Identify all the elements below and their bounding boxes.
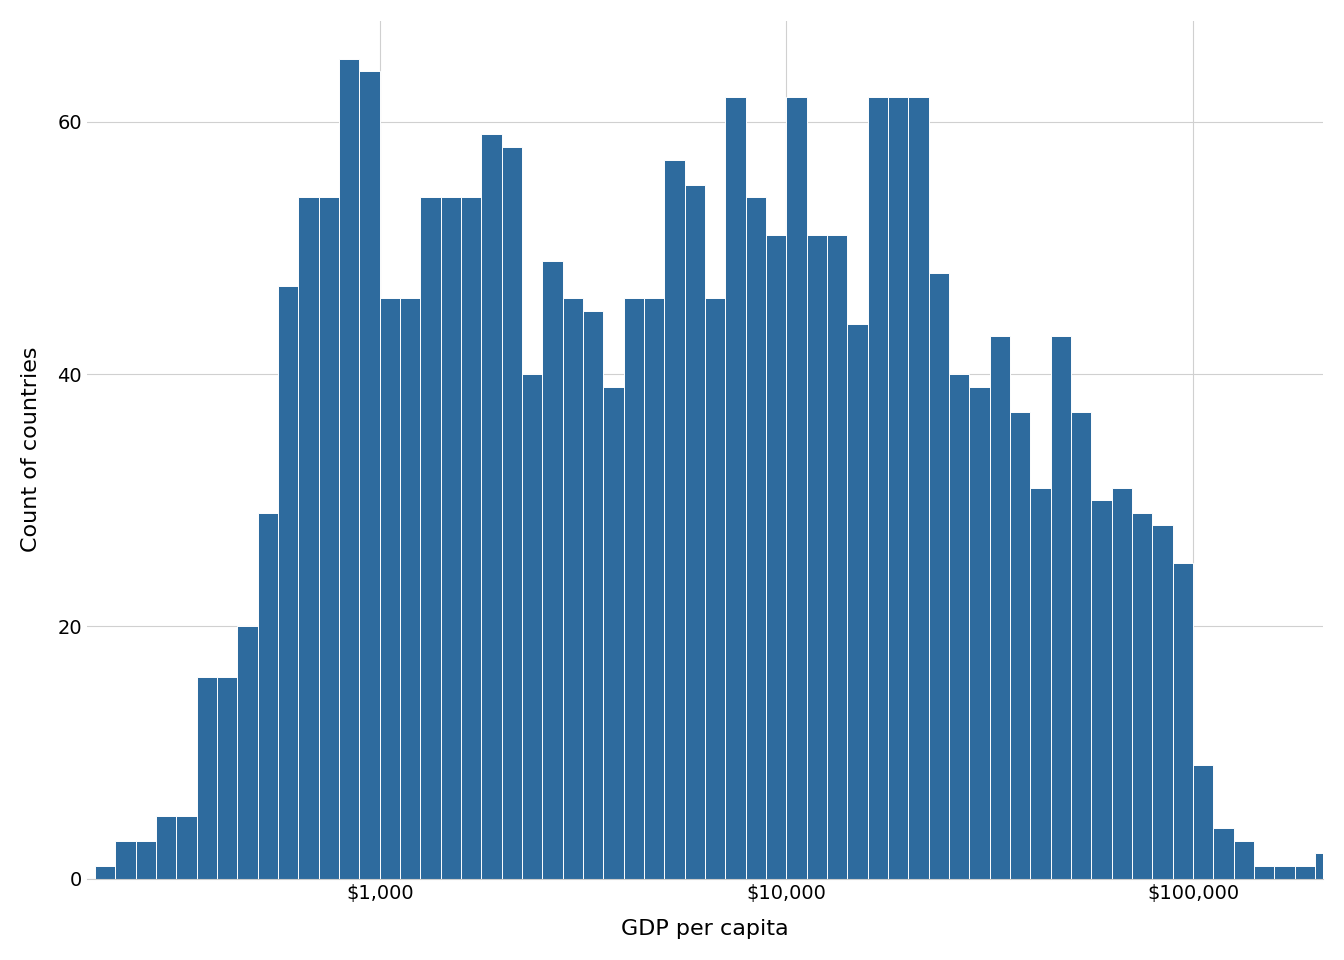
Bar [501,147,521,878]
Bar [706,299,726,878]
Bar [258,513,278,878]
Bar [1193,765,1214,878]
X-axis label: GDP per capita: GDP per capita [621,919,789,939]
Bar [1173,564,1193,878]
Bar [380,299,401,878]
Bar [806,235,827,878]
Bar [969,387,989,878]
Bar [624,299,644,878]
Bar [238,626,258,878]
Bar [949,374,969,878]
Bar [1071,412,1091,878]
Bar [786,97,806,878]
Bar [684,185,706,878]
Bar [888,97,909,878]
Bar [481,134,501,878]
Bar [989,336,1011,878]
Bar [848,324,868,878]
Bar [1294,866,1314,878]
Bar [664,159,684,878]
Bar [868,97,888,878]
Bar [339,59,359,878]
Bar [1031,488,1051,878]
Bar [421,198,441,878]
Bar [218,677,238,878]
Bar [359,71,380,878]
Bar [827,235,848,878]
Bar [726,97,746,878]
Bar [1011,412,1031,878]
Bar [929,274,949,878]
Bar [401,299,421,878]
Bar [1091,500,1111,878]
Bar [644,299,664,878]
Bar [1132,513,1152,878]
Bar [156,816,176,878]
Bar [521,374,543,878]
Bar [766,235,786,878]
Bar [1274,866,1294,878]
Bar [603,387,624,878]
Bar [136,841,156,878]
Bar [441,198,461,878]
Bar [196,677,218,878]
Bar [176,816,196,878]
Bar [1111,488,1132,878]
Bar [543,260,563,878]
Bar [746,198,766,878]
Bar [298,198,319,878]
Bar [461,198,481,878]
Bar [583,311,603,878]
Bar [563,299,583,878]
Bar [1336,866,1344,878]
Bar [1214,828,1234,878]
Bar [1234,841,1254,878]
Bar [1254,866,1274,878]
Bar [95,866,116,878]
Bar [909,97,929,878]
Bar [1152,525,1173,878]
Bar [116,841,136,878]
Bar [319,198,339,878]
Bar [1314,853,1336,878]
Y-axis label: Count of countries: Count of countries [22,347,40,553]
Bar [1051,336,1071,878]
Bar [278,286,298,878]
